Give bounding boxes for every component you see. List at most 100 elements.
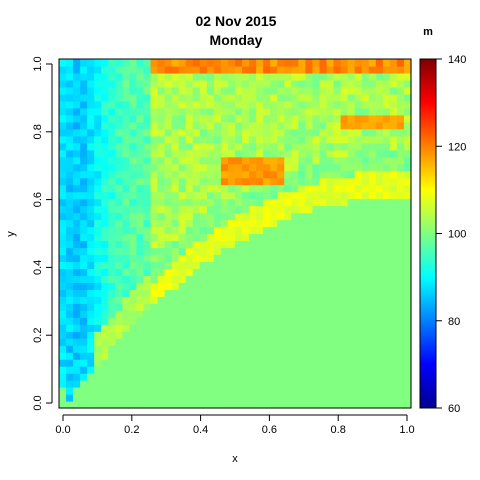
heatmap-cell [108,345,116,353]
heatmap-cell [108,156,116,165]
heatmap-cell [305,198,314,207]
heatmap-cell [192,198,201,207]
heatmap-cell [178,387,187,395]
heatmap-cell [235,114,243,123]
heatmap-cell [291,135,299,144]
heatmap-cell [143,247,152,256]
heatmap-cell [101,338,109,346]
heatmap-cell [305,93,314,102]
heatmap-cell [291,240,299,249]
heatmap-cell [354,310,363,318]
heatmap-cell [73,156,81,165]
heatmap-cell [73,163,81,172]
heatmap-cell [101,247,109,256]
heatmap-cell [235,156,243,165]
heatmap-cell [235,107,243,116]
heatmap-cell [66,107,74,116]
heatmap-cell [178,72,187,81]
heatmap-cell [80,226,88,235]
heatmap-cell [143,296,152,304]
heatmap-cell [312,135,321,144]
heatmap-cell [312,268,321,276]
heatmap-cell [256,247,264,256]
heatmap-cell [66,163,74,172]
heatmap-cell [403,310,412,318]
heatmap-cell [263,135,271,144]
heatmap-cell [249,86,257,95]
heatmap-cell [192,212,201,221]
heatmap-cell [178,93,187,102]
heatmap-cell [213,345,222,353]
heatmap-cell [220,352,229,360]
heatmap-cell [143,387,152,395]
heatmap-cell [66,338,74,346]
heatmap-cell [199,205,208,214]
heatmap-cell [256,72,264,81]
heatmap-cell [143,282,152,290]
heatmap-cell [59,121,67,130]
heatmap-cell [157,191,166,200]
heatmap-cell [192,254,201,263]
heatmap-cell [192,135,201,144]
y-tick-label: 0.2 [32,328,44,343]
heatmap-cell [220,282,229,290]
heatmap-cell [277,59,285,67]
heatmap-cell [270,324,278,332]
heatmap-cell [80,310,88,318]
heatmap-cell [164,142,173,151]
heatmap-cell [87,79,95,88]
heatmap-cell [143,240,152,249]
heatmap-cell [375,310,384,318]
heatmap-cell [382,86,391,95]
heatmap-cell [129,275,138,283]
heatmap-cell [178,86,187,95]
heatmap-cell [263,359,271,367]
heatmap-cell [192,366,201,374]
heatmap-cell [382,303,391,311]
heatmap-cell [361,170,370,179]
heatmap-cell [354,184,363,193]
heatmap-cell [66,331,74,339]
heatmap-cell [333,198,342,207]
heatmap-cell [66,135,74,144]
heatmap-cell [101,380,109,388]
heatmap-cell [87,72,95,81]
heatmap-cell [185,128,194,137]
heatmap-cell [284,352,292,360]
heatmap-cell [305,170,314,179]
heatmap-cell [178,205,187,214]
heatmap-cell [340,387,349,395]
heatmap-cell [122,114,130,123]
heatmap-cell [396,338,405,346]
heatmap-cell [249,268,257,276]
heatmap-cell [59,254,67,263]
heatmap-cell [171,142,180,151]
heatmap-cell [122,72,130,81]
heatmap-cell [178,107,187,116]
heatmap-cell [340,366,349,374]
heatmap-cell [143,135,152,144]
heatmap-cell [249,100,257,109]
heatmap-cell [333,107,342,116]
heatmap-cell [403,289,412,297]
heatmap-cell [199,310,208,318]
heatmap-cell [368,198,377,207]
heatmap-cell [284,177,292,186]
heatmap-cell [235,72,243,81]
heatmap-cell [277,366,285,374]
heatmap-cell [354,198,363,207]
heatmap-cell [164,394,173,402]
heatmap-cell [227,233,236,242]
heatmap-cell [312,170,321,179]
heatmap-cell [59,310,67,318]
y-axis: 0.00.20.40.60.81.0 [32,56,53,411]
heatmap-cell [178,380,187,388]
heatmap-cell [235,359,243,367]
heatmap-cell [361,401,370,409]
heatmap-cell [333,226,342,235]
heatmap-cell [354,212,363,221]
heatmap-cell [284,275,292,283]
heatmap-cell [354,100,363,109]
heatmap-cell [312,142,321,151]
heatmap-cell [157,338,166,346]
